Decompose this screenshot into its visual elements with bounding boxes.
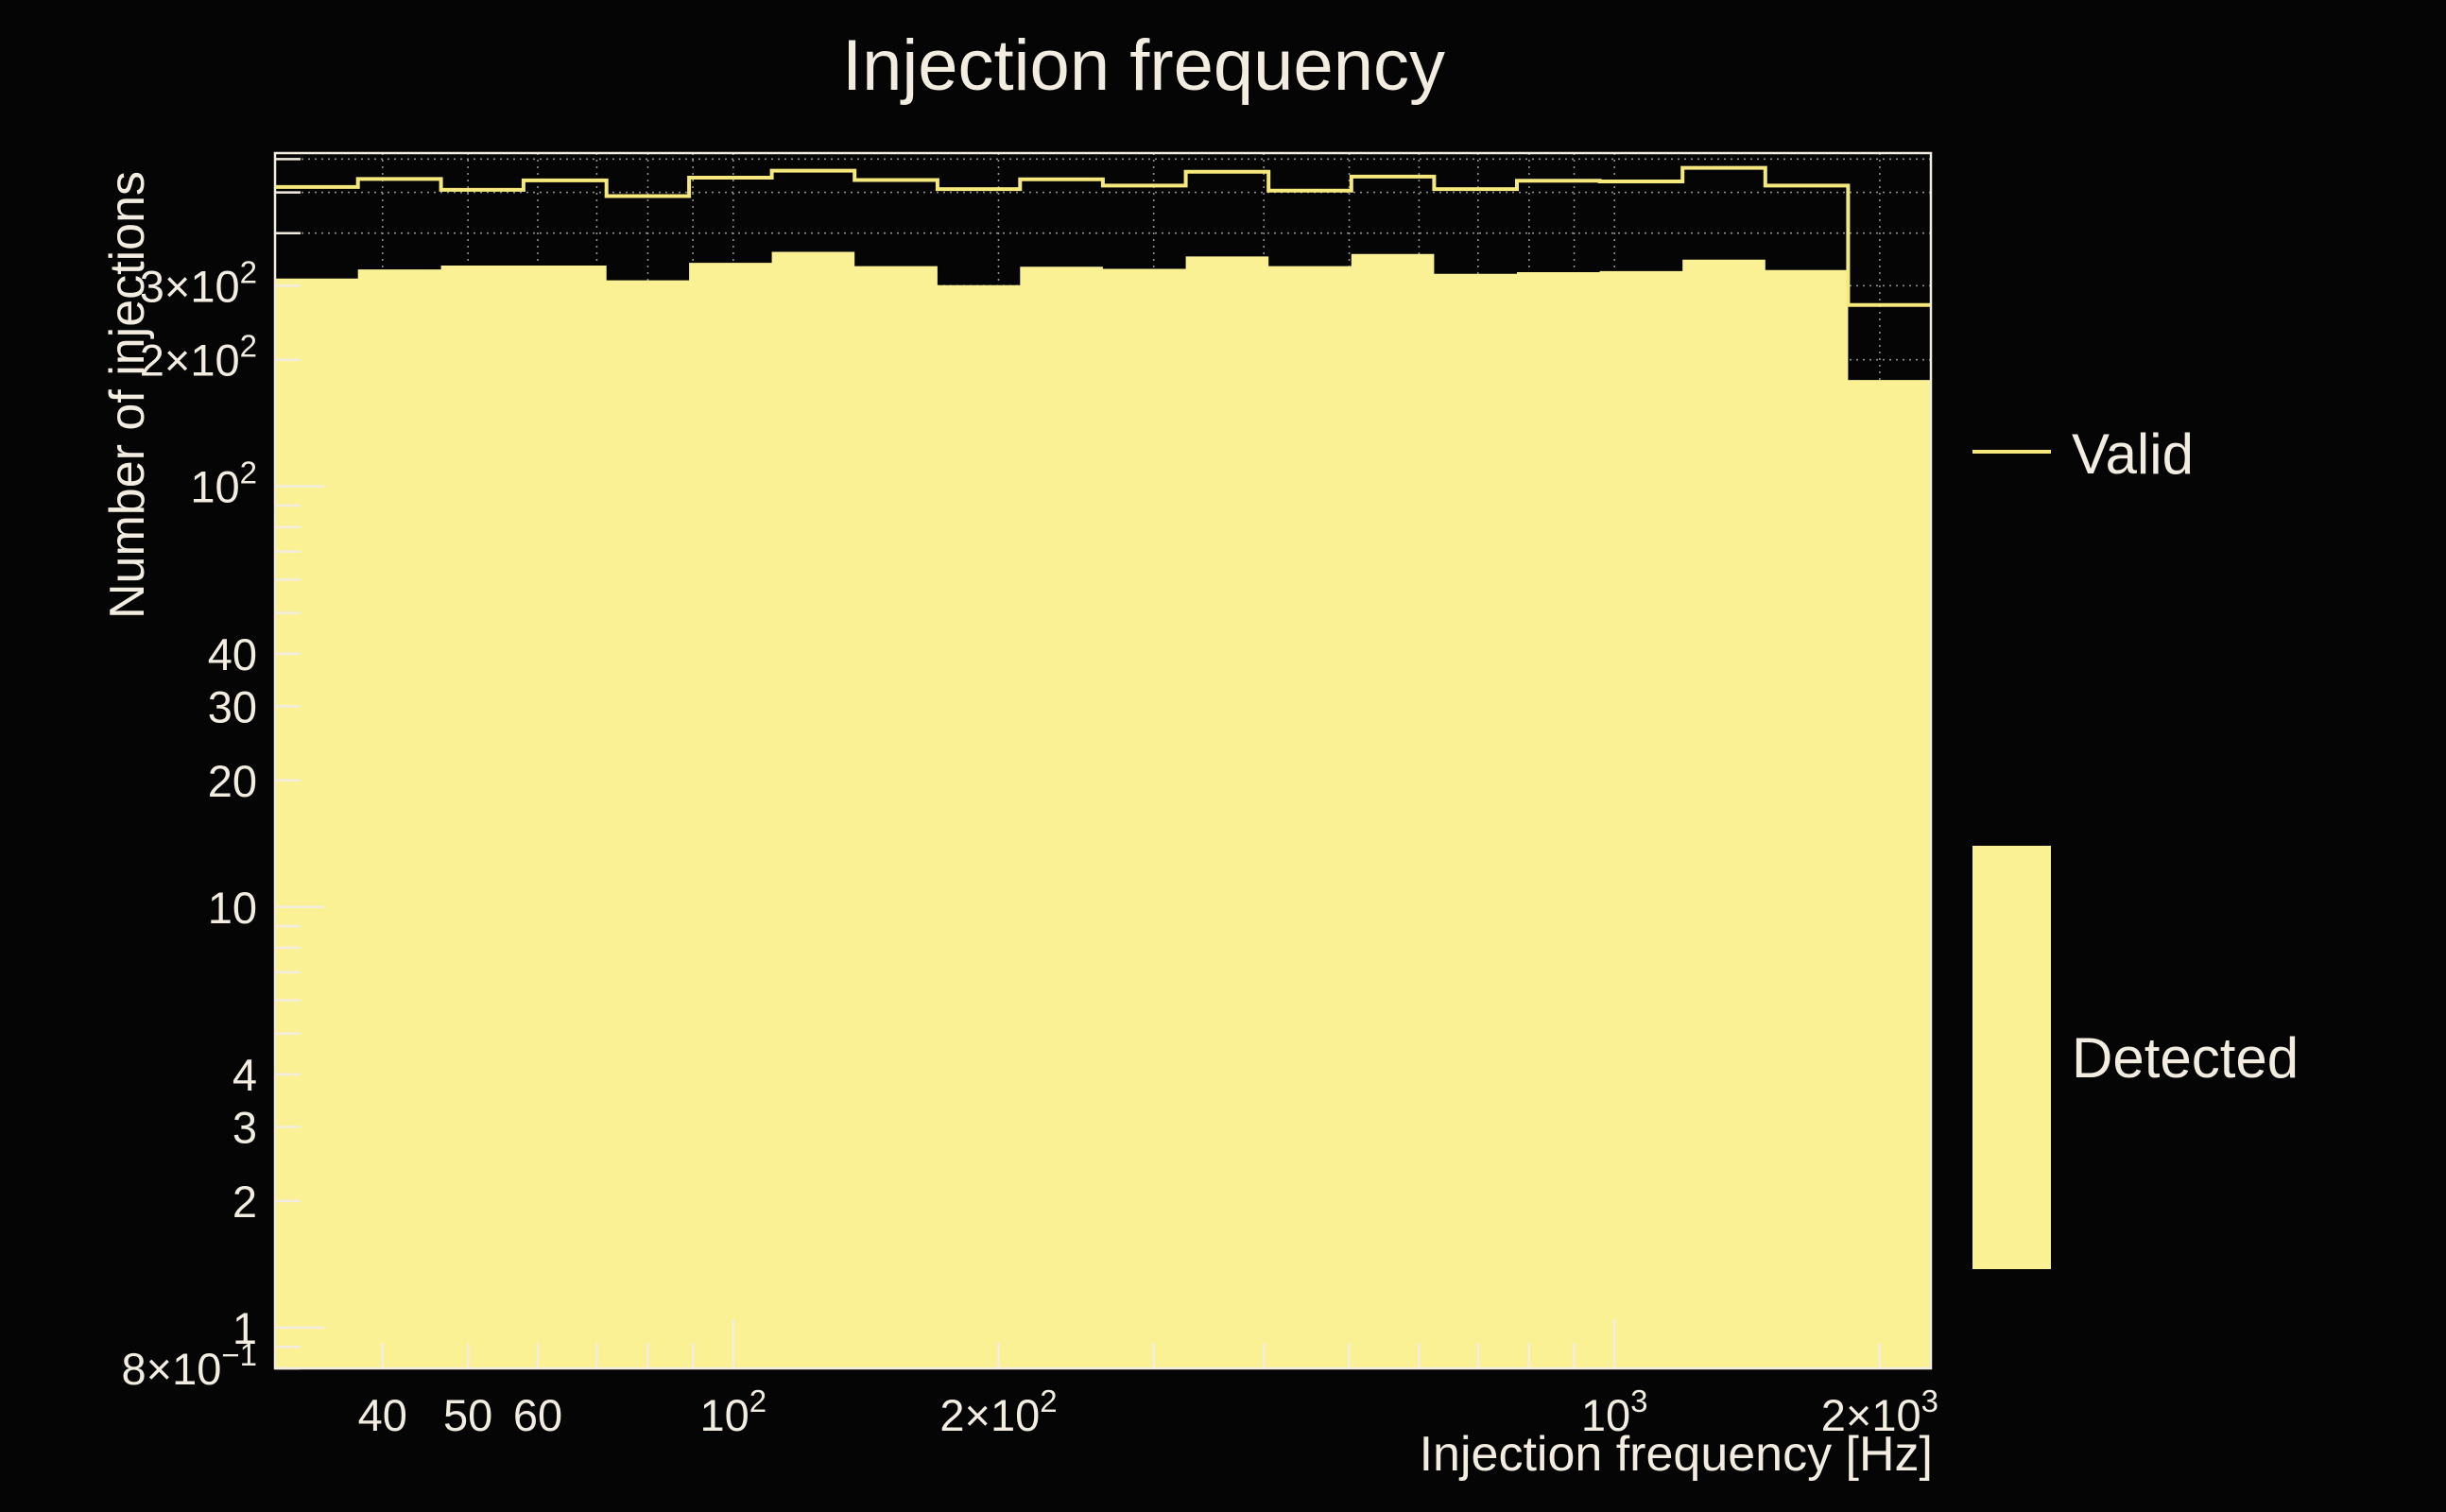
x-tick-label: 2×103 [1821,1383,1938,1440]
y-tick-label: 8×10−1 [122,1337,258,1394]
x-tick-label: 50 [443,1390,492,1440]
x-tick-label: 2×102 [939,1383,1057,1440]
legend-detected-swatch [1972,846,2051,1269]
chart-title: Injection frequency [842,26,1445,106]
valid-histogram-line [274,165,1931,307]
y-tick-label: 4 [233,1050,257,1100]
legend-valid-label: Valid [2072,422,2194,486]
x-tick-label: 40 [358,1390,407,1440]
y-axis-title: Number of injections [100,171,155,619]
x-tick-label: 102 [700,1383,767,1440]
y-tick-label: 3×102 [140,254,257,311]
detected-histogram-fill [275,251,1931,1368]
legend: Valid Detected [1972,422,2299,1269]
y-tick-label: 40 [208,629,257,679]
plot-area: 40 50 60 102 2×102 103 2×1038×10−1123410203040… [122,151,1938,1440]
x-axis-title: Injection frequency [Hz] [1420,1427,1933,1482]
y-tick-label: 1 [233,1303,257,1353]
y-tick-label: 2 [233,1177,257,1227]
y-tick-label: 10 [208,883,257,933]
y-tick-label: 3 [233,1103,257,1153]
legend-detected-label: Detected [2072,1026,2299,1090]
x-tick-label: 60 [513,1390,562,1440]
y-tick-label: 30 [208,681,257,731]
y-tick-label: 102 [190,455,257,512]
y-tick-label: 20 [208,756,257,806]
y-tick-label: 2×102 [140,329,257,386]
x-tick-label: 103 [1581,1383,1648,1440]
plot-frame [273,151,1933,1370]
